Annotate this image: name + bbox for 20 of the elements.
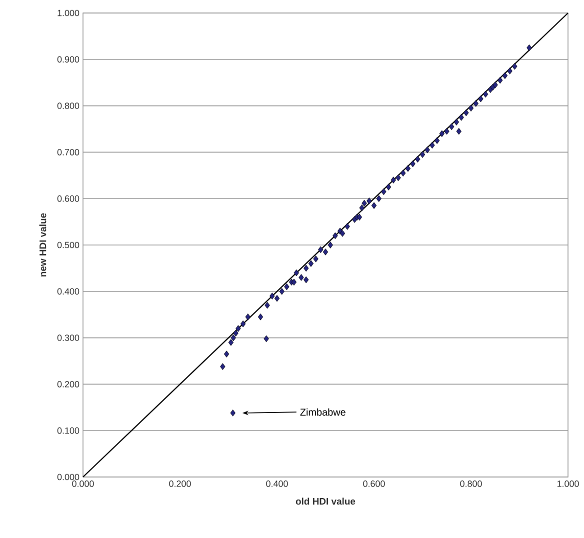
x-tick-label: 0.000 [72, 480, 94, 487]
y-tick-label: 0.900 [57, 56, 80, 63]
y-tick-label: 1.000 [58, 10, 80, 16]
y-tick-label: 0.500 [57, 242, 80, 248]
y-tick-label: 0.800 [57, 102, 80, 109]
x-tick-label: 0.200 [169, 480, 191, 487]
y-tick-label: 0.100 [57, 427, 80, 434]
x-tick-label: 0.400 [266, 480, 288, 487]
y-tick-label: 0.600 [57, 195, 80, 202]
annotation: Zimbabwe [300, 408, 346, 416]
x-tick-label: 0.600 [363, 480, 385, 487]
y-axis-title: new HDI value [39, 213, 46, 276]
y-tick-label: 0.000 [57, 474, 80, 480]
y-tick-label: 0.700 [57, 149, 80, 156]
x-tick-label: 1.000 [557, 480, 579, 487]
y-tick-label: 0.300 [57, 334, 80, 341]
y-tick-label: 0.200 [57, 381, 80, 388]
x-tick-label: 0.800 [460, 480, 482, 487]
y-tick-label: 0.400 [57, 288, 80, 295]
x-axis-title: old HDI value [296, 498, 356, 505]
